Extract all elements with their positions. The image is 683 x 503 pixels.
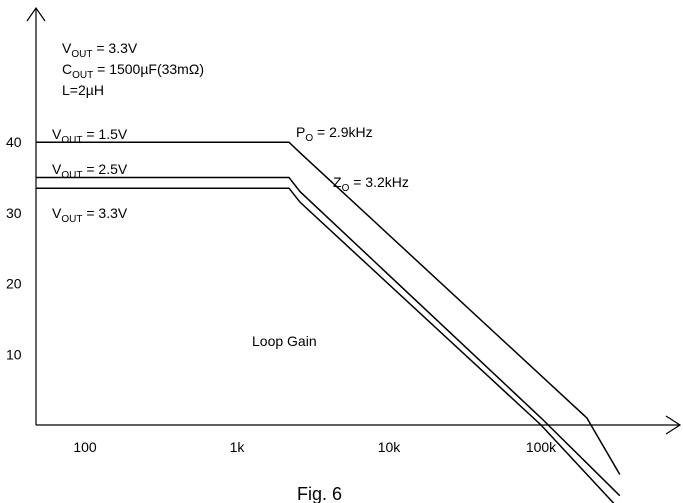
- zero-annotation: ZO = 3.2kHz: [333, 174, 409, 194]
- series-label-2: VOUT = 2.5V: [52, 161, 128, 181]
- condition-line: VOUT = 3.3V: [62, 40, 138, 60]
- y-axis-arrow: [26, 6, 46, 22]
- loop-gain-label: Loop Gain: [252, 333, 317, 349]
- figure-caption: Fig. 6: [297, 484, 342, 503]
- y-tick-labels: 10 20 30 40: [6, 134, 22, 362]
- x-tick-label: 100k: [526, 439, 557, 455]
- axes: [26, 6, 682, 435]
- series-label-3: VOUT = 3.3V: [52, 205, 128, 225]
- pole-annotation: PO = 2.9kHz: [296, 124, 373, 144]
- y-tick-label: 10: [6, 346, 22, 362]
- series-label-1: VOUT = 1.5V: [52, 126, 128, 146]
- y-tick-label: 30: [6, 205, 22, 221]
- series-lines: [36, 141, 621, 503]
- series-labels: VOUT = 1.5V VOUT = 2.5V VOUT = 3.3V: [52, 126, 128, 225]
- condition-line: L=2µH: [62, 82, 104, 98]
- condition-line: COUT = 1500µF(33mΩ): [62, 61, 204, 81]
- y-tick-label: 20: [6, 276, 22, 292]
- x-tick-label: 1k: [230, 439, 246, 455]
- x-axis-arrow: [665, 415, 682, 435]
- x-tick-label: 100: [73, 439, 97, 455]
- series-line-3: [36, 187, 615, 503]
- y-tick-label: 40: [6, 134, 22, 150]
- x-tick-label: 10k: [378, 439, 402, 455]
- series-line-1: [36, 141, 621, 475]
- series-line-2: [36, 176, 621, 497]
- x-tick-labels: 1001k10k100k1M: [73, 439, 557, 455]
